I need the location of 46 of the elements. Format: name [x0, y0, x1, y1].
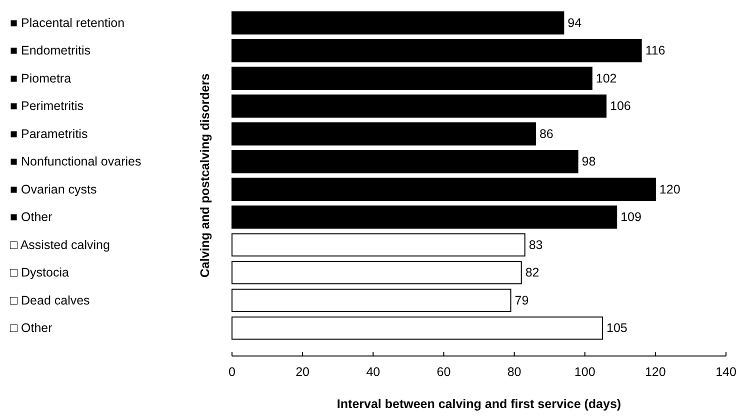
bar — [232, 39, 642, 62]
x-tick-label: 40 — [366, 365, 380, 379]
data-label: 86 — [539, 126, 554, 141]
bar — [232, 66, 592, 90]
y-tick-label: ■ Perimetritis — [10, 99, 84, 114]
data-label: 82 — [525, 266, 540, 280]
bar — [232, 11, 564, 34]
x-axis-title: Interval between calving and first service (days) — [336, 397, 622, 411]
data-label: 83 — [528, 238, 543, 252]
y-tick-label: □ Dystocia — [10, 266, 69, 280]
data-label: 106 — [610, 99, 631, 114]
x-tick-label: 140 — [716, 365, 736, 379]
y-tick-label: ■ Endometritis — [10, 44, 90, 58]
bar — [232, 122, 536, 146]
y-tick-label: ■ Other — [10, 210, 52, 224]
bar — [232, 261, 522, 284]
data-label: 116 — [645, 44, 666, 58]
x-tick-label: 100 — [574, 365, 596, 379]
bar — [232, 94, 607, 118]
bar — [232, 150, 578, 174]
data-label: 120 — [659, 182, 680, 196]
bar — [232, 316, 603, 340]
bar — [232, 233, 526, 256]
data-label: 102 — [596, 71, 617, 86]
y-tick-label: ■ Nonfunctional ovaries — [10, 154, 142, 169]
x-tick-label: 20 — [296, 365, 310, 379]
y-tick-label: □ Assisted calving — [10, 238, 110, 252]
data-label: 105 — [606, 321, 628, 336]
y-tick-label: □ Other — [10, 321, 52, 336]
data-label: 79 — [514, 293, 529, 308]
data-label: 109 — [620, 210, 642, 224]
x-tick-label: 0 — [228, 365, 236, 379]
y-tick-label: □ Dead calves — [10, 293, 90, 308]
x-tick-label: 120 — [645, 365, 666, 379]
x-tick-label: 80 — [507, 365, 522, 379]
bar — [232, 178, 656, 201]
y-tick-label: ■ Ovarian cysts — [10, 182, 97, 196]
data-label: 98 — [582, 154, 596, 169]
y-tick-label: ■ Piometra — [10, 71, 72, 86]
y-axis-title: Calving and postcalving disorders — [198, 73, 212, 278]
y-tick-label: ■ Placental retention — [10, 16, 125, 30]
bar — [232, 288, 512, 312]
y-tick-label: ■ Parametritis — [10, 126, 88, 141]
data-label: 94 — [568, 16, 582, 30]
x-tick-label: 60 — [436, 365, 451, 379]
bar — [232, 206, 618, 229]
